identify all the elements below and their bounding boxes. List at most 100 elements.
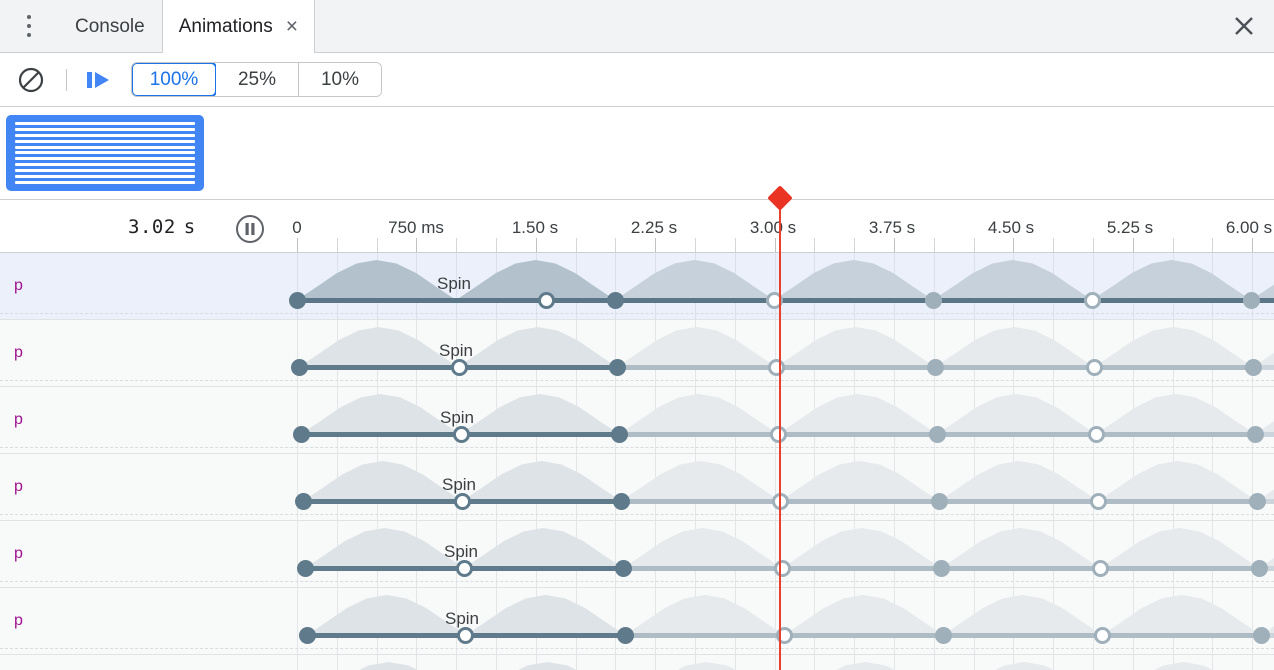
pause-all-animations-icon[interactable] (81, 63, 115, 97)
animation-name-label: Spin (436, 274, 472, 293)
animation-row-2[interactable]: p Spin (0, 387, 1274, 454)
keyframe-dot-end[interactable] (612, 492, 630, 510)
keyframe-dot[interactable] (765, 291, 783, 309)
gridline (297, 320, 298, 386)
gridline (536, 238, 537, 252)
tab-animations[interactable]: Animations × (161, 0, 315, 53)
keyframe-dot[interactable] (1085, 358, 1103, 376)
keyframe-dot[interactable] (934, 626, 952, 644)
animation-line-iteration-3[interactable] (1253, 365, 1274, 370)
keyframe-dot[interactable] (1252, 626, 1270, 644)
gridline (337, 655, 338, 670)
keyframe-dot[interactable] (769, 425, 787, 443)
tabbar-spacer (315, 0, 1214, 52)
keyframe-dot[interactable] (928, 425, 946, 443)
row-dashed-guide (0, 380, 1274, 381)
animation-line-iteration-3[interactable] (1257, 499, 1274, 504)
gridline (615, 588, 616, 654)
keyframe-dot[interactable] (1248, 492, 1266, 510)
gridline (1053, 238, 1054, 252)
playback-rate-group[interactable]: 100% 25% 10% (131, 62, 382, 97)
animation-row-0[interactable]: p Spin (0, 253, 1274, 320)
gridline (456, 655, 457, 670)
keyframe-dot[interactable] (924, 291, 942, 309)
keyframe-dot[interactable] (1093, 626, 1111, 644)
close-icon[interactable] (1214, 0, 1274, 52)
gridline (416, 655, 417, 670)
playback-rate-25[interactable]: 25% (216, 63, 299, 96)
row-dashed-guide (0, 313, 1274, 314)
keyframe-dot[interactable] (767, 358, 785, 376)
timeline-tick-8: 6.00 s (1225, 218, 1273, 237)
animation-row-4[interactable]: p Spin (0, 521, 1274, 588)
keyframe-dot-start[interactable] (292, 425, 310, 443)
keyframe-dot[interactable] (1091, 559, 1109, 577)
animation-line-iteration-3[interactable] (1255, 432, 1274, 437)
keyframe-dot[interactable] (932, 559, 950, 577)
more-vertical-icon[interactable] (0, 0, 58, 52)
easing-curve-visual (305, 528, 1274, 568)
keyframe-dot[interactable] (1242, 291, 1260, 309)
keyframe-dot-end[interactable] (610, 425, 628, 443)
keyframe-dot-mid[interactable] (452, 425, 470, 443)
keyframe-dot-mid[interactable] (455, 559, 473, 577)
gridline (934, 387, 935, 453)
keyframe-dot[interactable] (775, 626, 793, 644)
timeline-tick-labels[interactable]: 0 750 ms 1.50 s 2.25 s 3.00 s 3.75 s 4.50 s 5.2… (0, 200, 1274, 251)
keyframe-dot-mid[interactable] (456, 626, 474, 644)
keyframe-dot[interactable] (771, 492, 789, 510)
keyframe-dot-mid[interactable] (450, 358, 468, 376)
animation-line-iteration-3[interactable] (1251, 298, 1274, 303)
playback-rate-10[interactable]: 10% (299, 63, 381, 96)
animation-row-node-label[interactable]: p (14, 277, 23, 294)
current-time-display: 3.02 s (128, 216, 196, 238)
keyframe-dot[interactable] (1089, 492, 1107, 510)
keyframe-dot[interactable] (1244, 358, 1262, 376)
playback-rate-100[interactable]: 100% (132, 63, 217, 96)
keyframe-dot[interactable] (773, 559, 791, 577)
pause-icon[interactable] (234, 213, 266, 245)
keyframe-dot[interactable] (1087, 425, 1105, 443)
keyframe-dot-start[interactable] (288, 291, 306, 309)
gridline (695, 655, 696, 670)
animation-row-1[interactable]: p Spin (0, 320, 1274, 387)
keyframe-dot[interactable] (1246, 425, 1264, 443)
gridline (456, 521, 457, 587)
animation-row-node-label[interactable]: p (14, 411, 23, 428)
gridline (615, 521, 616, 587)
keyframe-dot-start[interactable] (296, 559, 314, 577)
keyframe-dot-end[interactable] (608, 358, 626, 376)
keyframe-dot[interactable] (1083, 291, 1101, 309)
keyframe-dot-end[interactable] (616, 626, 634, 644)
animation-row-node-label[interactable]: p (14, 545, 23, 562)
animation-row-node-label[interactable]: p (14, 478, 23, 495)
gridline (934, 655, 935, 670)
keyframe-dot-start[interactable] (294, 492, 312, 510)
easing-curve-visual (307, 595, 1274, 635)
keyframe-dot[interactable] (1250, 559, 1268, 577)
gridline (934, 238, 935, 252)
gridline (1252, 320, 1253, 386)
keyframe-dot-mid[interactable] (537, 291, 555, 309)
gridline (1133, 238, 1134, 252)
keyframe-dot-end[interactable] (614, 559, 632, 577)
animation-row-3[interactable]: p Spin (0, 454, 1274, 521)
keyframe-dot-mid[interactable] (453, 492, 471, 510)
animation-line[interactable] (297, 298, 615, 303)
animation-row-node-label[interactable]: p (14, 612, 23, 629)
keyframe-dot[interactable] (926, 358, 944, 376)
gridline (456, 238, 457, 252)
keyframe-dot-end[interactable] (606, 291, 624, 309)
gridline (297, 655, 298, 670)
keyframe-dot-start[interactable] (290, 358, 308, 376)
animation-preview-0[interactable] (6, 115, 204, 191)
tab-close-icon[interactable]: × (285, 15, 298, 38)
animation-row-5[interactable]: p Spin (0, 588, 1274, 655)
gridline (695, 238, 696, 252)
clear-block-icon[interactable] (14, 63, 48, 97)
keyframe-dot[interactable] (930, 492, 948, 510)
keyframe-dot-start[interactable] (298, 626, 316, 644)
tab-console[interactable]: Console (58, 0, 162, 52)
animation-row-node-label[interactable]: p (14, 344, 23, 361)
